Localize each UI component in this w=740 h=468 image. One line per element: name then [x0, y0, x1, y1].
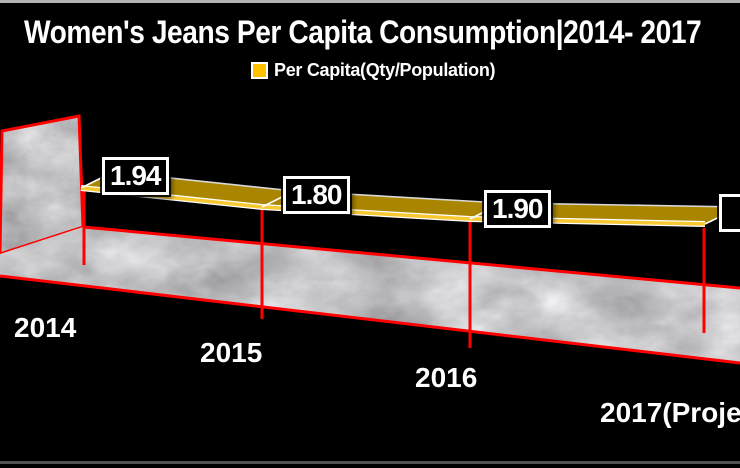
drop-lines — [82, 191, 706, 348]
data-label-2015: 1.80 — [283, 176, 350, 214]
top-border-line — [0, 0, 740, 3]
data-label-2014: 1.94 — [102, 157, 169, 195]
legend-swatch-icon — [251, 62, 268, 79]
bottom-border-line — [0, 461, 740, 464]
data-label-2017: 2. — [719, 194, 740, 232]
category-label-2016: 2016 — [415, 362, 478, 393]
floor-back-edge — [82, 225, 740, 290]
ribbon-series — [80, 171, 740, 227]
floor-front-edge — [0, 274, 740, 365]
category-label-2014: 2014 — [14, 312, 77, 343]
chart-floor — [0, 225, 740, 365]
data-label-2016: 1.90 — [484, 190, 551, 228]
ribbon-front-edge-gold — [80, 186, 706, 226]
ribbon-back-edge — [112, 171, 740, 208]
chart-title: Women's Jeans Per Capita Consumption|201… — [24, 14, 702, 50]
legend-label: Per Capita(Qty/Population) — [274, 60, 496, 80]
category-label-2017: 2017(Projected) — [600, 397, 740, 428]
back-wall — [0, 114, 85, 256]
legend: Per Capita(Qty/Population) — [251, 60, 496, 81]
category-label-2015: 2015 — [200, 337, 263, 368]
